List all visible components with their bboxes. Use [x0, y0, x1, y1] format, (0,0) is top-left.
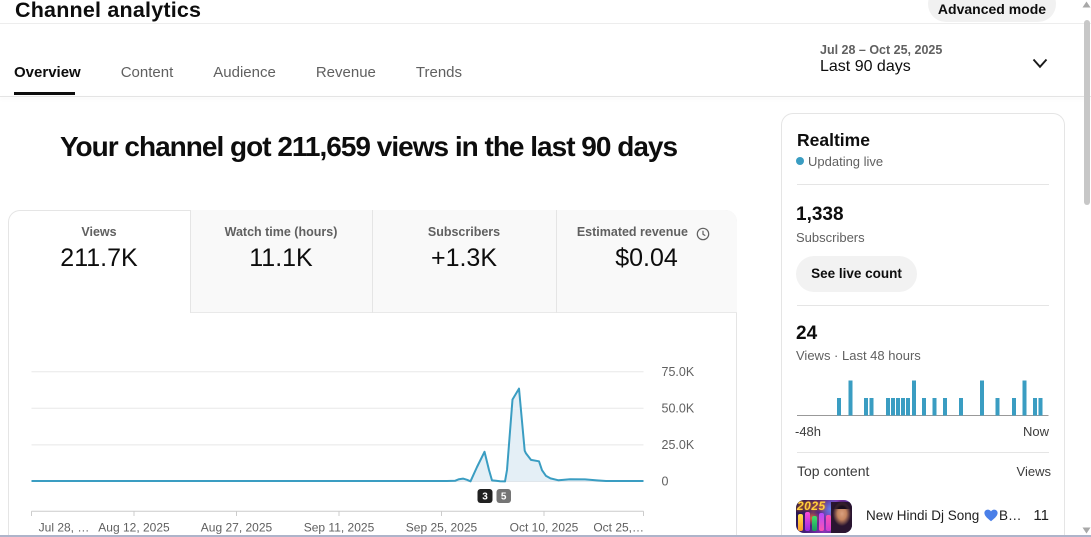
svg-text:25.0K: 25.0K [662, 438, 695, 452]
svg-text:0: 0 [662, 475, 669, 489]
svg-text:Oct 10, 2025: Oct 10, 2025 [510, 521, 579, 535]
svg-text:Sep 11, 2025: Sep 11, 2025 [304, 521, 375, 535]
svg-text:75.0K: 75.0K [662, 365, 695, 379]
svg-text:Sep 25, 2025: Sep 25, 2025 [406, 521, 478, 535]
svg-text:5: 5 [501, 492, 507, 503]
svg-text:Oct 25,…: Oct 25,… [593, 521, 644, 535]
svg-text:Jul 28, …: Jul 28, … [39, 521, 90, 535]
svg-text:Aug 12, 2025: Aug 12, 2025 [98, 521, 170, 535]
svg-text:50.0K: 50.0K [662, 402, 695, 416]
svg-text:3: 3 [482, 492, 488, 503]
svg-text:Aug 27, 2025: Aug 27, 2025 [201, 521, 273, 535]
